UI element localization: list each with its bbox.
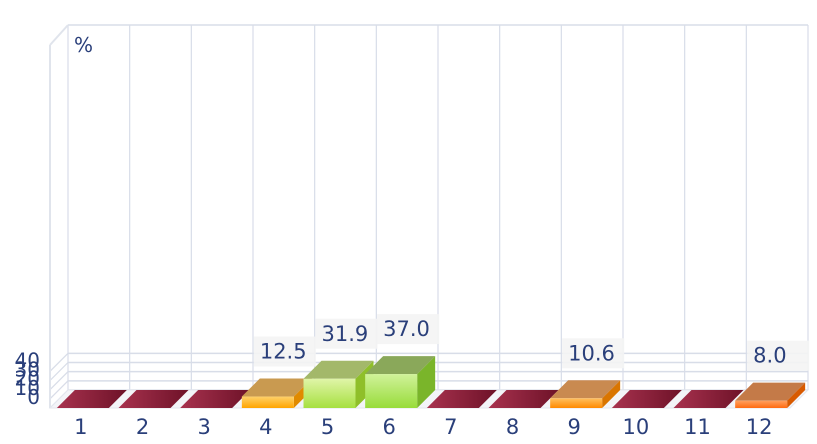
x-tick-label: 3 bbox=[197, 415, 210, 439]
data-label-text: 31.9 bbox=[322, 322, 369, 346]
data-label-text: 12.5 bbox=[260, 340, 307, 364]
gridline-side bbox=[49, 371, 69, 391]
data-label-text: 8.0 bbox=[753, 344, 786, 368]
bars bbox=[56, 356, 806, 408]
x-tick-label: 11 bbox=[684, 415, 711, 439]
bar-top bbox=[303, 360, 374, 379]
bar-top bbox=[365, 356, 436, 375]
bar-flat-top bbox=[488, 390, 559, 408]
x-tick-label: 1 bbox=[74, 415, 87, 439]
x-tick-label: 4 bbox=[259, 415, 272, 439]
bar-flat-top bbox=[118, 390, 189, 408]
bar-front bbox=[303, 378, 356, 408]
data-label-text: 10.6 bbox=[568, 341, 615, 365]
bar-flat-top bbox=[673, 390, 744, 408]
bar-top bbox=[735, 382, 806, 401]
x-tick-label: 10 bbox=[622, 415, 649, 439]
x-tick-label: 8 bbox=[506, 415, 519, 439]
gridline-side bbox=[49, 380, 69, 400]
bar-8 bbox=[488, 390, 559, 408]
y-tick-label: 20 bbox=[15, 367, 40, 391]
x-tick-label: 2 bbox=[136, 415, 149, 439]
bar-flat-top bbox=[611, 390, 682, 408]
bar-front bbox=[365, 374, 418, 408]
bar-12 bbox=[735, 382, 806, 408]
y-tick-label: 10 bbox=[15, 376, 40, 400]
gridline-side bbox=[49, 362, 69, 381]
bar-side bbox=[787, 382, 806, 408]
y-tick-label: 30 bbox=[15, 358, 40, 382]
bar-front bbox=[735, 400, 788, 408]
bar-front bbox=[241, 396, 294, 408]
grid bbox=[48, 24, 810, 409]
bar-flat-top bbox=[180, 390, 251, 408]
data-labels: 12.5 31.9 37.0 10.6 8.0 bbox=[253, 314, 810, 371]
side-wall-top bbox=[49, 24, 69, 46]
bar-front bbox=[550, 398, 603, 408]
bar-11 bbox=[673, 390, 744, 408]
bar-9 bbox=[550, 380, 621, 408]
bar-side bbox=[602, 380, 621, 408]
x-tick-label: 5 bbox=[321, 415, 334, 439]
bar-side bbox=[417, 356, 436, 408]
data-label-bg bbox=[315, 318, 378, 349]
gridline-side bbox=[49, 352, 69, 372]
bar-6 bbox=[365, 356, 436, 408]
bar-3 bbox=[180, 390, 251, 408]
data-label-bg bbox=[377, 314, 440, 345]
data-label-text: 37.0 bbox=[383, 317, 430, 341]
data-label-5: 31.9 bbox=[315, 318, 378, 349]
x-tick-label: 6 bbox=[382, 415, 395, 439]
x-tick-label: 12 bbox=[746, 415, 773, 439]
data-label-4: 12.5 bbox=[253, 336, 316, 367]
bar-flat-top bbox=[426, 390, 497, 408]
unit-label: % bbox=[74, 33, 93, 57]
bar-2 bbox=[118, 390, 189, 408]
bar-flat-top bbox=[56, 390, 127, 408]
bar-1 bbox=[56, 390, 127, 408]
data-label-bg bbox=[253, 336, 316, 367]
data-label-bg bbox=[562, 338, 625, 369]
bar-top bbox=[550, 380, 621, 399]
data-label-bg bbox=[747, 340, 810, 371]
y-tick-label: 0 bbox=[27, 385, 40, 409]
bar-top bbox=[241, 378, 312, 397]
data-label-9: 10.6 bbox=[562, 338, 625, 369]
data-label-12: 8.0 bbox=[747, 340, 810, 371]
bar-10 bbox=[611, 390, 682, 408]
x-tick-label: 9 bbox=[567, 415, 580, 439]
x-tick-label: 7 bbox=[444, 415, 457, 439]
bar-7 bbox=[426, 390, 497, 408]
data-label-6: 37.0 bbox=[377, 314, 440, 345]
y-tick-label: 40 bbox=[15, 348, 40, 372]
